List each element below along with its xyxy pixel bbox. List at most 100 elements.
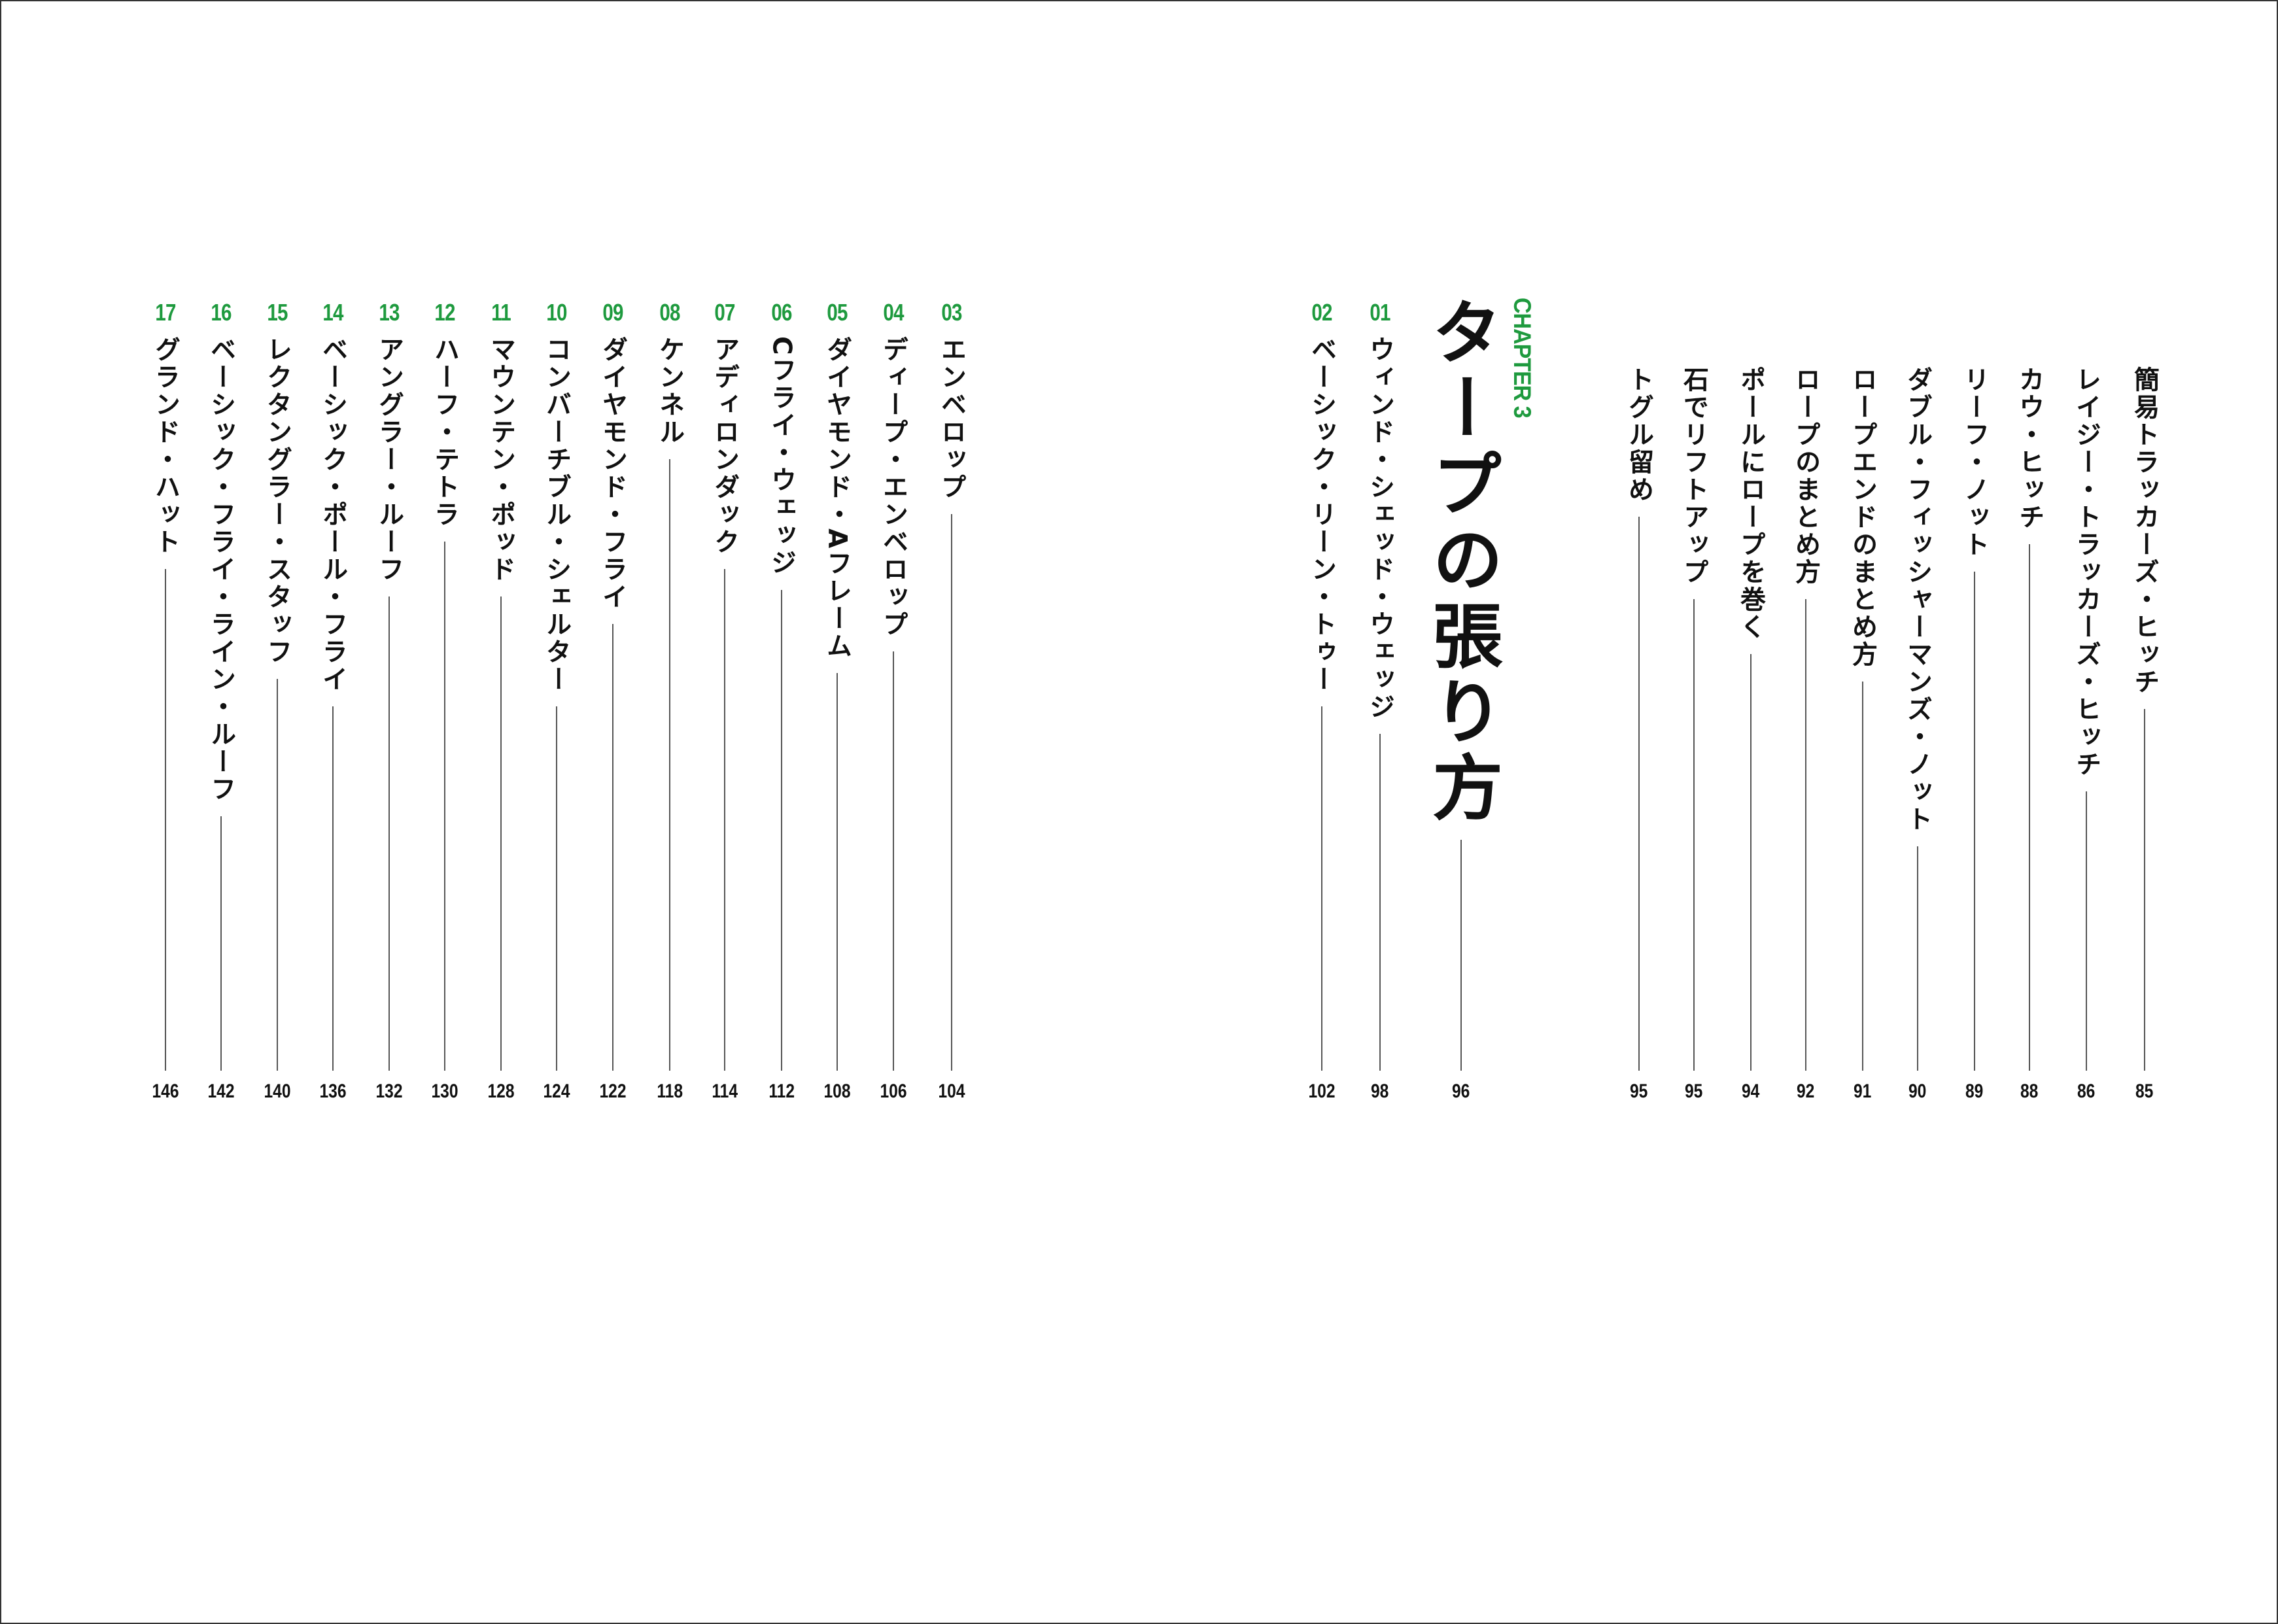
leader-line <box>1917 846 1918 1071</box>
toc-entry-numbered[interactable]: 04 ディープ・エンベロップ 106 <box>867 296 920 1110</box>
leader-line <box>277 679 278 1071</box>
item-number: 04 <box>883 299 904 326</box>
toc-entry-numbered[interactable]: 02 ベーシック・リーン・トゥー 102 <box>1296 296 1348 1110</box>
page-number: 95 <box>1630 1080 1648 1102</box>
item-title: ベーシック・フライ・ライン・ルーフ <box>206 336 236 803</box>
page-number: 96 <box>1452 1080 1470 1102</box>
item-title: ベーシック・ポール・フライ <box>318 336 348 693</box>
item-title: ベーシック・リーン・トゥー <box>1307 336 1337 693</box>
toc-entry-numbered[interactable]: 14 ベーシック・ポール・フライ 136 <box>307 296 359 1110</box>
item-title: ケンネル <box>655 336 685 446</box>
item-title: アディロンダック <box>710 336 740 556</box>
item-title: ダイヤモンド・フライ <box>598 336 628 611</box>
leader-line <box>1805 599 1806 1071</box>
toc-entry[interactable]: ロープのまとめ方 92 <box>1780 296 1832 1110</box>
page-number: 130 <box>431 1080 458 1102</box>
leader-line <box>2029 544 2030 1071</box>
item-number: 05 <box>827 299 848 326</box>
page-number: 104 <box>938 1080 965 1102</box>
page-number: 122 <box>599 1080 627 1102</box>
toc-entry[interactable]: レイジー・トラッカーズ・ヒッチ 86 <box>2060 296 2113 1110</box>
toc-entry[interactable]: トグル留め 95 <box>1613 296 1665 1110</box>
toc-entry[interactable]: カウ・ヒッチ 88 <box>2003 296 2056 1110</box>
leader-line <box>388 596 390 1071</box>
toc-entry-numbered[interactable]: 01 ウィンド・シェッド・ウェッジ 98 <box>1354 296 1406 1110</box>
page-number: 118 <box>657 1080 683 1102</box>
leader-line <box>500 596 502 1071</box>
item-number: 07 <box>714 299 735 326</box>
toc-entry-numbered[interactable]: 06 Cフライ・ウェッジ 112 <box>755 296 808 1110</box>
item-title: レイジー・トラッカーズ・ヒッチ <box>2071 366 2101 778</box>
leader-line <box>1460 840 1462 1071</box>
toc-entry[interactable]: リーフ・ノット 89 <box>1948 296 2001 1110</box>
page-number: 86 <box>2077 1080 2096 1102</box>
chapter-title-entry[interactable]: タープの張り方 96 <box>1421 296 1502 1110</box>
item-number: 02 <box>1311 299 1332 326</box>
page-number: 90 <box>1908 1080 1927 1102</box>
toc-entry-numbered[interactable]: 16 ベーシック・フライ・ライン・ルーフ 142 <box>195 296 247 1110</box>
leader-line <box>1862 682 1863 1071</box>
toc-entry-numbered[interactable]: 15 レクタングラー・スタッフ 140 <box>251 296 303 1110</box>
toc-entry-numbered[interactable]: 08 ケンネル 118 <box>644 296 696 1110</box>
page-number: 128 <box>487 1080 515 1102</box>
toc-entry[interactable]: ダブル・フィッシャーマンズ・ノット 90 <box>1891 296 1944 1110</box>
leader-line <box>1321 706 1322 1071</box>
page-number: 106 <box>880 1080 907 1102</box>
item-number: 06 <box>771 299 792 326</box>
page-number: 136 <box>319 1080 347 1102</box>
toc-entry-numbered[interactable]: 13 アングラー・ルーフ 132 <box>363 296 415 1110</box>
toc-entry-numbered[interactable]: 05 ダイヤモンド・Aフレーム 108 <box>811 296 863 1110</box>
item-number: 03 <box>941 299 962 326</box>
toc-entry-numbered[interactable]: 11 マウンテン・ポッド 128 <box>475 296 527 1110</box>
leader-line <box>165 569 166 1071</box>
item-title: トグル留め <box>1624 366 1654 504</box>
item-number: 13 <box>379 299 400 326</box>
toc-entry[interactable]: ロープエンドのまとめ方 91 <box>1837 296 1889 1110</box>
page-number: 85 <box>2135 1080 2154 1102</box>
item-title: リーフ・ノット <box>1959 366 1990 559</box>
toc-entry-numbered[interactable]: 03 エンベロップ 104 <box>925 296 978 1110</box>
item-title: ロープエンドのまとめ方 <box>1848 366 1878 668</box>
item-number: 12 <box>434 299 455 326</box>
leader-line <box>1638 517 1640 1071</box>
item-number: 17 <box>155 299 176 326</box>
page-number: 98 <box>1371 1080 1389 1102</box>
item-title: ウィンド・シェッド・ウェッジ <box>1365 336 1395 721</box>
page-number: 108 <box>823 1080 851 1102</box>
toc-entry-numbered[interactable]: 09 ダイヤモンド・フライ 122 <box>587 296 639 1110</box>
leader-line <box>724 569 725 1071</box>
toc-entry-numbered[interactable]: 07 アディロンダック 114 <box>699 296 751 1110</box>
leader-line <box>556 706 557 1071</box>
page-number: 146 <box>152 1080 179 1102</box>
page-number: 102 <box>1308 1080 1336 1102</box>
toc-entry[interactable]: 石でリフトアップ 95 <box>1668 296 1720 1110</box>
page-number: 132 <box>375 1080 403 1102</box>
item-number: 14 <box>322 299 343 326</box>
item-number: 09 <box>602 299 623 326</box>
leader-line <box>612 624 613 1071</box>
toc-entry-numbered[interactable]: 12 ハーフ・テトラ 130 <box>419 296 471 1110</box>
page-number: 140 <box>264 1080 291 1102</box>
item-title: ディープ・エンベロップ <box>878 336 908 638</box>
item-number: 16 <box>211 299 232 326</box>
page-number: 88 <box>2020 1080 2039 1102</box>
page-number: 112 <box>768 1080 795 1102</box>
page-number: 114 <box>712 1080 738 1102</box>
leader-line <box>332 706 334 1071</box>
toc-entry[interactable]: 簡易トラッカーズ・ヒッチ 85 <box>2118 296 2171 1110</box>
item-number: 01 <box>1370 299 1390 326</box>
item-title: マウンテン・ポッド <box>486 336 516 583</box>
toc-entry-numbered[interactable]: 17 グランド・ハット 146 <box>139 296 192 1110</box>
leader-line <box>669 459 670 1071</box>
item-title: エンベロップ <box>937 336 967 501</box>
leader-line <box>1750 654 1752 1071</box>
toc-entry-numbered[interactable]: 10 コンバーチブル・シェルター 124 <box>530 296 583 1110</box>
toc-entry[interactable]: ポールにロープを巻く 94 <box>1725 296 1777 1110</box>
page-number: 89 <box>1965 1080 1984 1102</box>
leader-line <box>951 514 952 1071</box>
leader-line <box>2086 791 2087 1071</box>
chapter-label: CHAPTER 3 <box>1508 298 1536 418</box>
page-number: 94 <box>1742 1080 1760 1102</box>
page-number: 124 <box>543 1080 570 1102</box>
leader-line <box>220 816 222 1071</box>
